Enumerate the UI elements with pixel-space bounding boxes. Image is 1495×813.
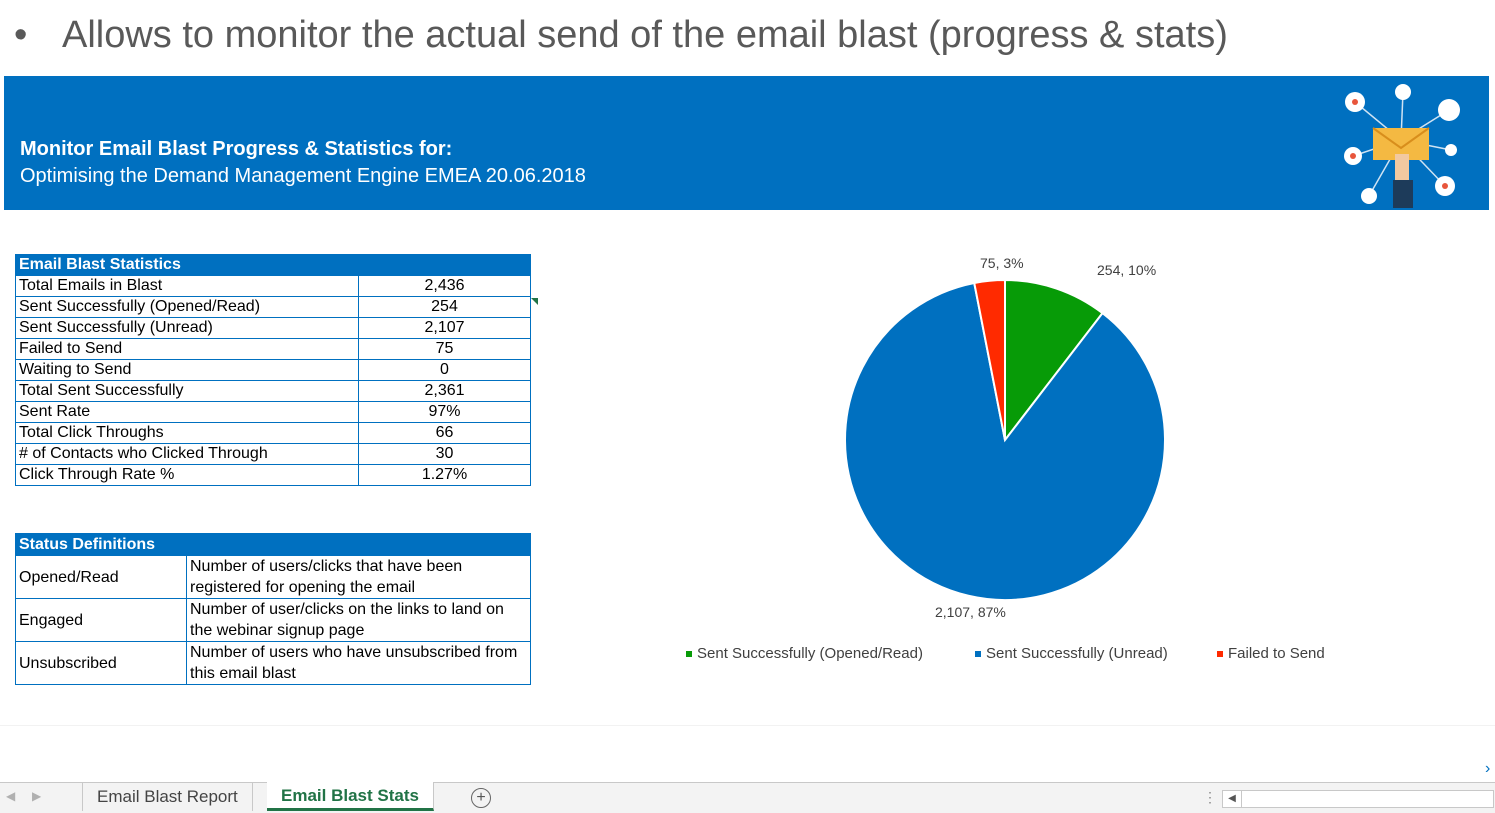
stat-label[interactable]: Sent Rate bbox=[15, 401, 359, 423]
legend-label: Sent Successfully (Unread) bbox=[986, 645, 1168, 662]
sheet-tab-bar: ◀ ▶ Email Blast Report Email Blast Stats… bbox=[0, 782, 1495, 813]
table-row: Sent Successfully (Unread) 2,107 bbox=[15, 317, 531, 339]
stat-label[interactable]: Total Click Throughs bbox=[15, 422, 359, 444]
stat-label[interactable]: Failed to Send bbox=[15, 338, 359, 360]
definitions-table-header: Status Definitions bbox=[15, 533, 531, 556]
stat-label[interactable]: Total Sent Successfully bbox=[15, 380, 359, 402]
horizontal-scrollbar[interactable]: ◀ bbox=[1222, 790, 1494, 808]
stat-label[interactable]: Total Emails in Blast bbox=[15, 275, 359, 297]
stat-value[interactable]: 2,436 bbox=[358, 275, 531, 297]
chevron-right-icon[interactable]: › bbox=[1485, 760, 1491, 777]
banner-subtitle: Optimising the Demand Management Engine … bbox=[20, 165, 586, 187]
table-row: Failed to Send 75 bbox=[15, 338, 531, 360]
report-banner: Monitor Email Blast Progress & Statistic… bbox=[4, 76, 1489, 210]
stat-value[interactable]: 30 bbox=[358, 443, 531, 465]
tab-email-blast-report[interactable]: Email Blast Report bbox=[82, 783, 253, 811]
status-definitions-table: Status Definitions Opened/Read Number of … bbox=[15, 533, 531, 685]
table-row: Sent Rate 97% bbox=[15, 401, 531, 423]
stat-value[interactable]: 2,361 bbox=[358, 380, 531, 402]
definition-text[interactable]: Number of user/clicks on the links to la… bbox=[186, 598, 531, 642]
email-marketing-illustration-icon bbox=[1344, 84, 1460, 208]
stat-value[interactable]: 2,107 bbox=[358, 317, 531, 339]
pie-slice-opened[interactable] bbox=[1004, 278, 1104, 443]
stat-label[interactable]: Sent Successfully (Unread) bbox=[15, 317, 359, 339]
stat-label[interactable]: Click Through Rate % bbox=[15, 464, 359, 486]
stat-value[interactable]: 1.27% bbox=[358, 464, 531, 486]
tab-email-blast-stats[interactable]: Email Blast Stats bbox=[267, 782, 434, 811]
table-row: Total Click Throughs 66 bbox=[15, 422, 531, 444]
definition-term[interactable]: Unsubscribed bbox=[15, 641, 187, 685]
slide-bullet-text: • Allows to monitor the actual send of th… bbox=[14, 14, 1228, 57]
table-row: Opened/Read Number of users/clicks that h… bbox=[15, 555, 531, 599]
legend-swatch bbox=[686, 651, 692, 658]
stat-value[interactable]: 75 bbox=[358, 338, 531, 360]
email-blast-statistics-table: Email Blast Statistics Total Emails in B… bbox=[15, 254, 531, 486]
legend-label: Sent Successfully (Opened/Read) bbox=[697, 645, 923, 662]
table-row: Click Through Rate % 1.27% bbox=[15, 464, 531, 486]
table-row: # of Contacts who Clicked Through 30 bbox=[15, 443, 531, 465]
legend-item-opened: Sent Successfully (Opened/Read) bbox=[686, 645, 923, 662]
stat-label[interactable]: Sent Successfully (Opened/Read) bbox=[15, 296, 359, 318]
pie-data-label: 2,107, 87% bbox=[935, 604, 1006, 620]
plus-circle-icon[interactable]: + bbox=[471, 788, 491, 808]
stat-value[interactable]: 254 bbox=[358, 296, 531, 318]
legend-swatch bbox=[1217, 651, 1223, 658]
definition-term[interactable]: Opened/Read bbox=[15, 555, 187, 599]
legend-item-failed: Failed to Send bbox=[1217, 645, 1325, 662]
stats-table-header: Email Blast Statistics bbox=[15, 254, 531, 276]
banner-title: Monitor Email Blast Progress & Statistic… bbox=[20, 138, 453, 160]
legend-label: Failed to Send bbox=[1228, 645, 1325, 662]
stat-value[interactable]: 66 bbox=[358, 422, 531, 444]
definition-text[interactable]: Number of users who have unsubscribed fr… bbox=[186, 641, 531, 685]
cell-comment-indicator bbox=[531, 298, 538, 305]
stat-value[interactable]: 0 bbox=[358, 359, 531, 381]
tab-splitter-handle-icon[interactable]: ⋮ bbox=[1203, 789, 1217, 805]
table-row: Waiting to Send 0 bbox=[15, 359, 531, 381]
sheet-bottom-divider bbox=[0, 725, 1495, 726]
scroll-left-icon[interactable]: ◀ bbox=[1223, 791, 1242, 807]
table-row: Total Sent Successfully 2,361 bbox=[15, 380, 531, 402]
legend-swatch bbox=[975, 651, 981, 658]
stat-label[interactable]: # of Contacts who Clicked Through bbox=[15, 443, 359, 465]
stat-label[interactable]: Waiting to Send bbox=[15, 359, 359, 381]
table-row: Engaged Number of user/clicks on the link… bbox=[15, 598, 531, 642]
pie-slice-failed[interactable] bbox=[973, 278, 1006, 441]
pie-slice-unread[interactable] bbox=[844, 281, 1166, 601]
stat-value[interactable]: 97% bbox=[358, 401, 531, 423]
slide-caption: Allows to monitor the actual send of the… bbox=[62, 14, 1228, 56]
definition-text[interactable]: Number of users/clicks that have been re… bbox=[186, 555, 531, 599]
sheet-nav-next-icon[interactable]: ▶ bbox=[32, 789, 42, 803]
legend-item-unread: Sent Successfully (Unread) bbox=[975, 645, 1168, 662]
definition-term[interactable]: Engaged bbox=[15, 598, 187, 642]
pie-data-label: 75, 3% bbox=[980, 255, 1024, 271]
email-status-pie-chart[interactable]: 254, 10% 2,107, 87% 75, 3% bbox=[600, 240, 1420, 630]
sheet-nav-prev-icon[interactable]: ◀ bbox=[6, 789, 16, 803]
table-row: Sent Successfully (Opened/Read) 254 bbox=[15, 296, 531, 318]
pie-data-label: 254, 10% bbox=[1097, 262, 1156, 278]
table-row: Unsubscribed Number of users who have uns… bbox=[15, 641, 531, 685]
table-row: Total Emails in Blast 2,436 bbox=[15, 275, 531, 297]
bullet-glyph: • bbox=[14, 14, 28, 56]
